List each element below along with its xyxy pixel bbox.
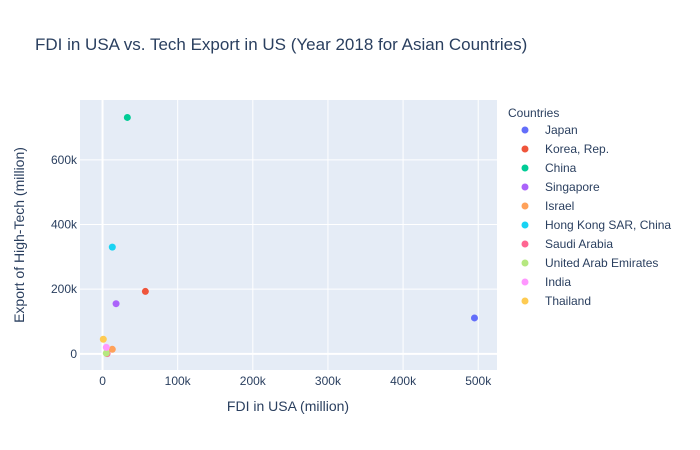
y-axis-title: Export of High-Tech (million) <box>11 147 27 323</box>
legend-marker <box>521 126 529 134</box>
data-point[interactable] <box>123 113 131 121</box>
legend-item[interactable]: China <box>521 161 577 175</box>
legend-item[interactable]: Korea, Rep. <box>521 142 610 156</box>
legend-item[interactable]: Singapore <box>521 180 601 194</box>
legend-title: Countries <box>508 106 559 120</box>
data-point[interactable] <box>108 243 116 251</box>
x-tick-label: 500k <box>465 374 492 388</box>
legend-item[interactable]: United Arab Emirates <box>521 256 659 270</box>
legend-item[interactable]: Israel <box>521 199 575 213</box>
x-axis-ticks: 0 100k 200k 300k 400k 500k <box>99 374 492 388</box>
data-point[interactable] <box>102 343 110 351</box>
chart-title: FDI in USA vs. Tech Export in US (Year 2… <box>35 35 527 54</box>
legend-label: Saudi Arabia <box>545 237 613 251</box>
legend-marker <box>521 297 529 305</box>
data-point[interactable] <box>99 335 107 343</box>
legend-marker <box>521 164 529 172</box>
legend-label: Japan <box>545 123 578 137</box>
legend-item[interactable]: Thailand <box>521 294 592 308</box>
legend-label: India <box>545 275 571 289</box>
legend-label: Hong Kong SAR, China <box>545 218 671 232</box>
data-point[interactable] <box>102 349 110 357</box>
x-tick-label: 0 <box>99 374 106 388</box>
x-tick-label: 300k <box>315 374 342 388</box>
x-axis-title: FDI in USA (million) <box>227 398 349 414</box>
legend-label: Singapore <box>545 180 600 194</box>
legend[interactable]: Japan Korea, Rep. China Singapore Israel Hong… <box>521 123 672 308</box>
data-point[interactable] <box>108 345 116 353</box>
data-point[interactable] <box>470 314 478 322</box>
y-tick-label: 600k <box>51 153 78 167</box>
legend-marker <box>521 240 529 248</box>
legend-label: Thailand <box>545 294 591 308</box>
legend-item[interactable]: Hong Kong SAR, China <box>521 218 672 232</box>
legend-label: United Arab Emirates <box>545 256 658 270</box>
x-tick-label: 200k <box>240 374 267 388</box>
x-tick-label: 100k <box>165 374 192 388</box>
legend-marker <box>521 278 529 286</box>
data-point[interactable] <box>141 287 149 295</box>
legend-label: Korea, Rep. <box>545 142 609 156</box>
y-tick-label: 400k <box>51 217 78 231</box>
y-axis-ticks: 0 200k 400k 600k <box>51 153 78 361</box>
x-tick-label: 400k <box>390 374 417 388</box>
legend-label: Israel <box>545 199 574 213</box>
legend-item[interactable]: Japan <box>521 123 578 137</box>
legend-marker <box>521 145 529 153</box>
plot-area <box>80 100 497 370</box>
data-point[interactable] <box>112 300 120 308</box>
legend-marker <box>521 259 529 267</box>
legend-marker <box>521 183 529 191</box>
legend-label: China <box>545 161 577 175</box>
y-tick-label: 200k <box>51 282 78 296</box>
data-points <box>99 113 478 358</box>
legend-item[interactable]: Saudi Arabia <box>521 237 614 251</box>
y-tick-label: 0 <box>70 347 77 361</box>
grid-lines <box>80 100 497 370</box>
legend-marker <box>521 202 529 210</box>
legend-item[interactable]: India <box>521 275 572 289</box>
legend-marker <box>521 221 529 229</box>
